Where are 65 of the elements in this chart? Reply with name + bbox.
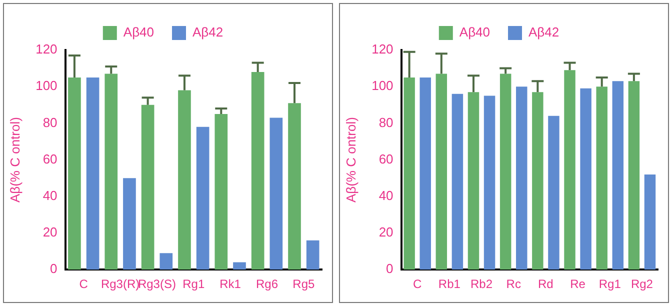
x-tick-label: Rd <box>538 277 554 292</box>
bar <box>500 74 512 270</box>
x-tick-label: Rb1 <box>438 277 461 292</box>
legend-label: Aβ42 <box>192 24 224 40</box>
bar <box>644 174 656 270</box>
y-tick-label: 20 <box>378 224 394 240</box>
bar <box>251 72 264 270</box>
legend-label: Aβ40 <box>459 24 490 40</box>
y-tick-label: 60 <box>42 151 58 166</box>
x-tick-label: Rg1 <box>598 277 622 292</box>
bar <box>196 126 210 270</box>
x-tick-label: Rg1 <box>182 277 205 292</box>
bar <box>68 77 81 270</box>
bar <box>233 262 246 270</box>
bar <box>532 92 544 270</box>
y-axis-title: Aβ(% C ontrol) <box>7 117 22 203</box>
y-tick-label: 80 <box>378 114 394 130</box>
y-tick-label: 100 <box>372 78 394 94</box>
x-tick-label: Rk1 <box>220 277 242 292</box>
y-tick-label: 40 <box>42 188 58 203</box>
bar <box>214 114 228 270</box>
bar <box>612 81 624 270</box>
y-tick-label: 120 <box>372 42 394 57</box>
x-tick-label: Rg6 <box>256 277 278 292</box>
y-tick-label: 40 <box>378 188 394 203</box>
bar <box>404 77 415 270</box>
bar <box>420 77 431 270</box>
bar <box>596 86 608 270</box>
bar <box>564 70 576 270</box>
bar <box>580 88 592 270</box>
bar <box>628 81 640 270</box>
x-tick-label: C <box>413 277 422 292</box>
y-tick-label: 0 <box>386 261 394 276</box>
bar <box>123 178 136 270</box>
bar <box>178 90 191 270</box>
bar <box>288 103 301 270</box>
bar <box>548 116 560 270</box>
y-axis-title: Aβ(% C ontrol) <box>343 117 358 203</box>
bar <box>468 92 480 270</box>
legend-label: Aβ40 <box>123 24 154 40</box>
bar <box>270 118 283 270</box>
y-tick-label: 20 <box>42 224 58 240</box>
y-tick-label: 120 <box>36 42 58 57</box>
x-tick-label: Re <box>570 277 586 292</box>
legend-label: Aβ42 <box>528 24 560 40</box>
y-tick-label: 80 <box>42 114 58 130</box>
bar <box>484 96 496 270</box>
bar <box>452 94 464 270</box>
y-tick-label: 0 <box>50 261 58 276</box>
bar <box>306 240 320 270</box>
bar <box>104 74 118 270</box>
bar <box>160 253 173 270</box>
x-tick-label: Rg5 <box>292 277 315 292</box>
bar <box>86 77 100 270</box>
x-tick-label: Rb2 <box>470 277 493 292</box>
y-tick-label: 100 <box>36 78 58 94</box>
y-tick-label: 60 <box>378 151 394 166</box>
x-tick-label: Rg3(R) <box>100 277 140 292</box>
x-tick-label: Rg2 <box>630 277 654 292</box>
x-tick-label: Rc <box>506 277 521 292</box>
bar <box>141 104 154 270</box>
x-tick-label: Rg3(S) <box>138 277 176 292</box>
bar <box>436 74 448 270</box>
x-tick-label: C <box>79 277 88 292</box>
bar <box>516 86 528 270</box>
